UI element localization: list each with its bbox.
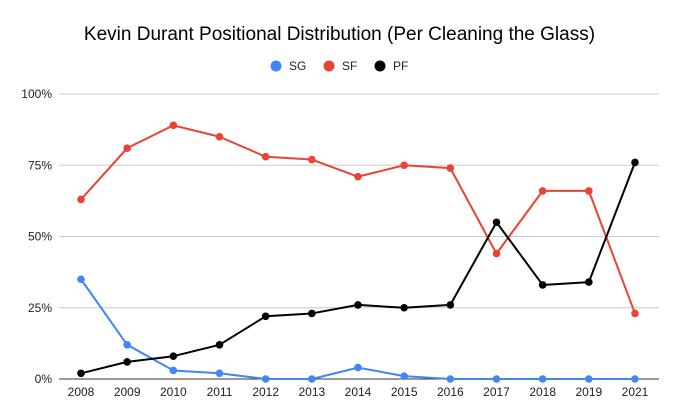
data-point-sf (492, 249, 501, 258)
data-point-sg (585, 375, 593, 383)
data-point-pf (123, 358, 131, 366)
data-point-sf (354, 172, 362, 181)
data-point-sf (261, 152, 270, 161)
x-tick-label: 2009 (114, 385, 141, 399)
data-point-sg (308, 375, 316, 383)
series-group (77, 121, 639, 383)
data-point-pf (261, 312, 270, 321)
y-tick-label: 0% (35, 372, 53, 386)
legend-label: PF (393, 59, 408, 73)
data-point-sg (446, 375, 455, 383)
data-point-sg (215, 369, 224, 378)
data-point-sg (400, 372, 408, 380)
data-point-pf (400, 303, 408, 312)
data-point-pf (492, 218, 501, 227)
data-point-sg (538, 375, 547, 383)
x-tick-label: 2014 (345, 385, 372, 399)
x-tick-label: 2011 (207, 385, 233, 399)
data-point-pf (169, 352, 178, 361)
legend-item-sf: SF (323, 59, 357, 73)
x-tick-label: 2015 (391, 385, 418, 399)
data-point-sg (354, 363, 362, 372)
legend-marker-icon (323, 60, 335, 72)
x-tick-label: 2021 (622, 385, 649, 399)
data-point-sf (123, 144, 131, 152)
data-point-sf (215, 132, 224, 141)
legend-marker-icon (270, 60, 282, 72)
chart-title: Kevin Durant Positional Distribution (Pe… (84, 24, 595, 45)
x-tick-label: 2010 (160, 385, 187, 399)
data-point-pf (354, 301, 362, 309)
legend-label: SF (342, 59, 357, 73)
y-tick-label: 25% (28, 301, 52, 315)
data-point-pf (446, 301, 455, 309)
series-line-pf (80, 162, 636, 375)
data-point-sf (169, 121, 178, 130)
legend-item-pf: PF (374, 59, 408, 73)
data-point-sf (400, 161, 408, 170)
data-point-sf (585, 187, 593, 195)
x-tick-label: 2019 (575, 385, 602, 399)
data-point-sg (631, 375, 639, 383)
data-point-sg (123, 341, 131, 349)
data-point-sg (77, 275, 85, 284)
y-tick-label: 50% (28, 230, 52, 244)
data-point-sg (169, 366, 178, 375)
y-axis-ticks: 0% 25% 50% 75% 100% (21, 87, 52, 386)
series-pf (77, 158, 639, 378)
x-tick-label: 2012 (252, 385, 279, 399)
series-sf (77, 121, 639, 318)
data-point-pf (585, 278, 593, 286)
data-point-sf (308, 155, 316, 164)
gridlines (59, 93, 659, 309)
legend-label: SG (289, 59, 306, 73)
data-point-pf (215, 341, 224, 349)
x-tick-label: 2008 (68, 385, 95, 399)
y-tick-label: 100% (21, 87, 52, 101)
data-point-sg (492, 375, 501, 383)
x-tick-label: 2013 (298, 385, 325, 399)
data-point-sf (631, 309, 639, 318)
data-point-pf (77, 369, 85, 378)
x-axis-ticks: 2008 2009 2010 2011 2012 2013 2014 2015 2016 2017… (68, 385, 649, 399)
data-point-pf (538, 281, 547, 289)
legend: SG SF PF (270, 59, 408, 73)
data-point-pf (631, 158, 639, 167)
x-tick-label: 2018 (529, 385, 556, 399)
data-point-sg (261, 375, 270, 383)
data-point-sf (77, 195, 85, 204)
x-tick-label: 2017 (483, 385, 510, 399)
data-point-pf (308, 309, 316, 318)
legend-marker-icon (374, 60, 386, 72)
series-sg (77, 275, 639, 383)
y-tick-label: 75% (28, 158, 52, 172)
legend-item-sg: SG (270, 59, 306, 73)
data-point-sf (538, 187, 547, 195)
x-tick-label: 2016 (437, 385, 464, 399)
data-point-sf (446, 164, 455, 172)
